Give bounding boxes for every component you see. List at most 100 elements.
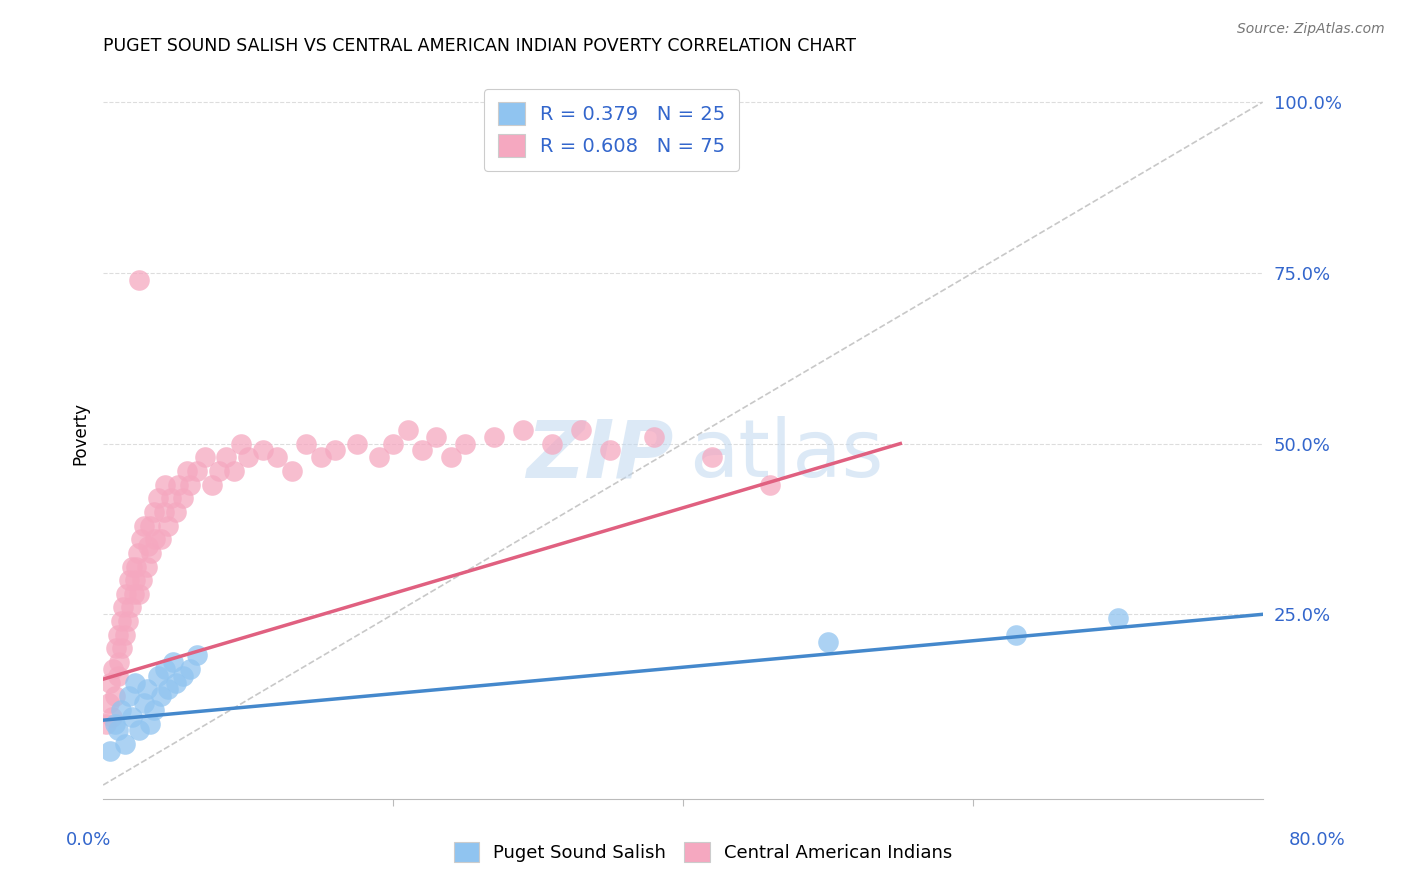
Point [222, 464, 245, 478]
Point [201, 477, 224, 491]
Point [107, 669, 129, 683]
Point [295, 436, 318, 450]
Point [103, 662, 125, 676]
Legend: R = 0.379   N = 25, R = 0.608   N = 75: R = 0.379 N = 25, R = 0.608 N = 75 [484, 88, 740, 170]
Point [266, 450, 288, 465]
Point [229, 436, 252, 450]
Point [165, 505, 187, 519]
Point [367, 450, 389, 465]
Point [148, 491, 170, 506]
Point [160, 491, 183, 506]
Point [124, 675, 146, 690]
Point [643, 430, 665, 444]
Point [135, 682, 157, 697]
Point [759, 477, 782, 491]
Point [115, 587, 138, 601]
Point [114, 628, 136, 642]
Point [346, 436, 368, 450]
Point [162, 655, 184, 669]
Point [599, 443, 621, 458]
Point [382, 436, 405, 450]
Point [1005, 628, 1028, 642]
Point [107, 723, 129, 738]
Point [122, 587, 145, 601]
Point [105, 641, 128, 656]
Point [139, 546, 162, 560]
Point [100, 675, 122, 690]
Point [323, 443, 346, 458]
Point [454, 436, 477, 450]
Point [172, 669, 194, 683]
Point [153, 505, 176, 519]
Point [700, 450, 723, 465]
Point [236, 450, 259, 465]
Point [194, 450, 217, 465]
Point [157, 682, 180, 697]
Point [121, 559, 143, 574]
Point [107, 628, 129, 642]
Point [128, 587, 150, 601]
Point [150, 690, 173, 704]
Point [138, 716, 160, 731]
Point [127, 546, 149, 560]
Point [118, 690, 141, 704]
Point [128, 273, 150, 287]
Point [125, 559, 148, 574]
Point [425, 430, 447, 444]
Point [104, 690, 127, 704]
Point [138, 518, 160, 533]
Point [131, 573, 153, 587]
Point [176, 464, 198, 478]
Text: 80.0%: 80.0% [1289, 831, 1346, 849]
Point [142, 505, 165, 519]
Point [124, 573, 146, 587]
Point [150, 532, 173, 546]
Point [179, 477, 201, 491]
Point [155, 662, 177, 676]
Text: 0.0%: 0.0% [66, 831, 111, 849]
Point [186, 648, 208, 663]
Point [129, 532, 152, 546]
Point [541, 436, 564, 450]
Point [208, 464, 231, 478]
Point [215, 450, 238, 465]
Point [97, 696, 120, 710]
Point [112, 600, 135, 615]
Point [120, 600, 142, 615]
Point [101, 710, 124, 724]
Point [108, 655, 131, 669]
Point [157, 518, 180, 533]
Point [132, 518, 155, 533]
Point [179, 662, 201, 676]
Point [186, 464, 208, 478]
Point [114, 737, 136, 751]
Text: atlas: atlas [689, 417, 883, 494]
Point [571, 423, 593, 437]
Point [396, 423, 419, 437]
Point [155, 477, 177, 491]
Point [132, 696, 155, 710]
Point [172, 491, 194, 506]
Point [143, 532, 166, 546]
Point [128, 723, 150, 738]
Point [142, 703, 165, 717]
Point [440, 450, 463, 465]
Point [111, 641, 134, 656]
Point [148, 669, 170, 683]
Point [1107, 611, 1129, 625]
Point [252, 443, 274, 458]
Point [110, 614, 132, 628]
Text: ZIP: ZIP [526, 417, 673, 494]
Point [135, 559, 157, 574]
Point [110, 703, 132, 717]
Point [136, 539, 159, 553]
Point [104, 716, 127, 731]
Point [165, 675, 187, 690]
Point [484, 430, 506, 444]
Legend: Puget Sound Salish, Central American Indians: Puget Sound Salish, Central American Ind… [447, 834, 959, 870]
Point [411, 443, 433, 458]
Text: Source: ZipAtlas.com: Source: ZipAtlas.com [1237, 22, 1385, 37]
Point [167, 477, 190, 491]
Point [512, 423, 534, 437]
Point [117, 614, 139, 628]
